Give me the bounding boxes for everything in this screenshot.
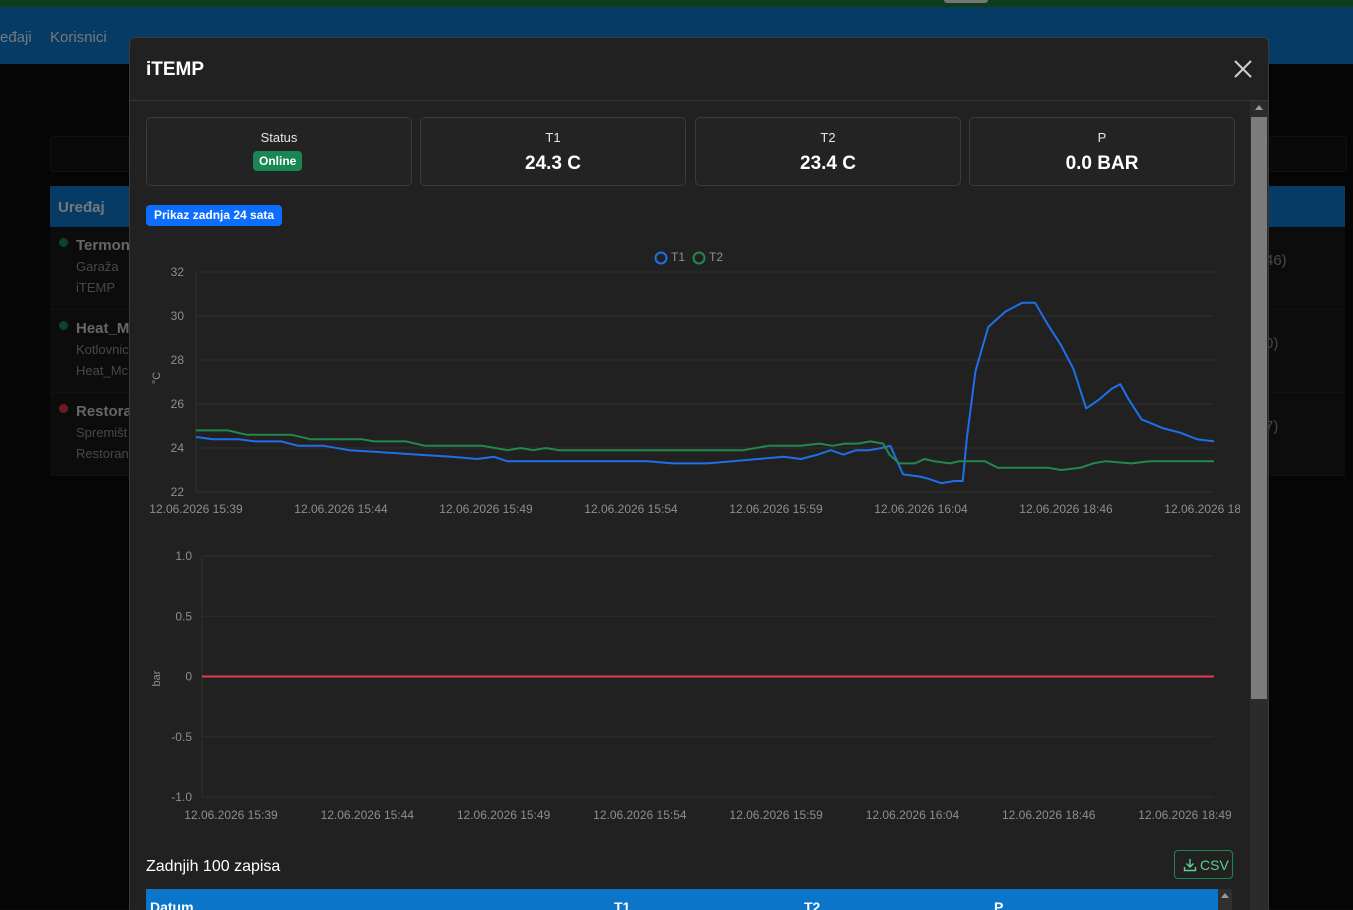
- temperature-chart: 22 24 26 28 30 32 12.06.2026 15:39 12.06.2026 1…: [149, 250, 1240, 516]
- y-tick-label: 0: [185, 670, 192, 684]
- download-icon: [1183, 859, 1197, 872]
- modal-scrollbar[interactable]: [1250, 101, 1268, 910]
- x-tick-label: 12.06.2026 15:54: [593, 808, 687, 822]
- y-tick-label: 32: [171, 265, 185, 279]
- y-tick-label: -1.0: [171, 790, 192, 804]
- y-tick-label: 0.5: [175, 609, 192, 623]
- status-card: Status Online: [146, 117, 412, 186]
- series-line-t2: [196, 429, 1214, 471]
- card-value: 0.0 BAR: [1065, 153, 1139, 174]
- x-tick-label: 12.06.2026 15:39: [184, 808, 278, 822]
- device-modal: iTEMP Status Online T1 24.3 C T2 23.4 C …: [129, 37, 1269, 910]
- legend-marker-t1: [654, 251, 668, 265]
- x-tick-label: 12.06.2026 15:44: [294, 502, 388, 516]
- x-tick-label: 12.06.2026 18:49: [1138, 808, 1232, 822]
- x-tick-label: 12.06.2026 15:49: [457, 808, 551, 822]
- column-t2[interactable]: T2: [804, 899, 821, 910]
- modal-title: iTEMP: [146, 59, 205, 80]
- y-tick-label: 24: [171, 441, 185, 455]
- x-tick-label: 12.06.2026 16:04: [874, 502, 968, 516]
- x-tick-label: 12.06.2026 15:54: [584, 502, 678, 516]
- t2-card: T2 23.4 C: [695, 117, 961, 186]
- range-badge: Prikaz zadnja 24 sata: [146, 205, 283, 226]
- table-scrollbar[interactable]: [1218, 889, 1232, 910]
- modal-header: iTEMP: [130, 38, 1268, 101]
- y-tick-label: -0.5: [171, 730, 192, 744]
- card-value: 23.4 C: [800, 153, 856, 174]
- card-value: 24.3 C: [525, 153, 581, 174]
- x-tick-label: 12.06.2026 18:46: [1002, 808, 1096, 822]
- close-icon: [1234, 60, 1252, 78]
- scroll-thumb[interactable]: [1251, 117, 1267, 699]
- y-tick-label: 28: [171, 353, 185, 367]
- card-label: P: [1097, 130, 1107, 145]
- y-axis-label: bar: [151, 670, 163, 686]
- p-card: P 0.0 BAR: [969, 117, 1235, 186]
- card-label: T2: [820, 130, 836, 145]
- x-tick-label: 12.06.2026 15:44: [321, 808, 415, 822]
- legend-marker-t2: [692, 251, 706, 265]
- x-tick-label: 12.06.2026 15:49: [439, 502, 533, 516]
- records-table-header: Datum T1 T2 P: [146, 889, 1218, 910]
- close-button[interactable]: [1230, 56, 1256, 82]
- records-title: Zadnjih 100 zapisa: [146, 858, 281, 875]
- column-p[interactable]: P: [994, 899, 1004, 910]
- x-tick-label: 12.06.2026 18:49: [1164, 502, 1240, 516]
- x-tick-label: 12.06.2026 15:39: [149, 502, 243, 516]
- column-t1[interactable]: T1: [614, 899, 631, 910]
- t1-card: T1 24.3 C: [420, 117, 686, 186]
- pressure-chart: 1.0 0.5 0 -0.5 -1.0 12.06.2026 15:39 12.06.202…: [151, 549, 1232, 822]
- csv-download-button[interactable]: CSV: [1174, 850, 1233, 879]
- card-label: T1: [545, 130, 561, 145]
- column-date[interactable]: Datum: [150, 899, 194, 910]
- y-axis-label: °C: [151, 372, 163, 384]
- x-tick-label: 12.06.2026 16:04: [866, 808, 960, 822]
- card-label: Status: [260, 130, 298, 145]
- x-tick-label: 12.06.2026 18:46: [1019, 502, 1113, 516]
- series-line-t1: [195, 301, 1215, 485]
- x-tick-label: 12.06.2026 15:59: [729, 502, 823, 516]
- x-tick-label: 12.06.2026 15:59: [729, 808, 823, 822]
- y-tick-label: 22: [171, 485, 185, 499]
- status-badge: Online: [253, 151, 303, 171]
- legend-label-t2: T2: [709, 250, 723, 264]
- scroll-up-icon[interactable]: [1255, 105, 1263, 110]
- y-tick-label: 30: [171, 309, 185, 323]
- legend-label-t1: T1: [671, 250, 685, 264]
- csv-label: CSV: [1200, 857, 1229, 873]
- y-tick-label: 1.0: [175, 549, 192, 563]
- y-tick-label: 26: [171, 397, 185, 411]
- table-scroll-up-icon[interactable]: [1221, 893, 1229, 898]
